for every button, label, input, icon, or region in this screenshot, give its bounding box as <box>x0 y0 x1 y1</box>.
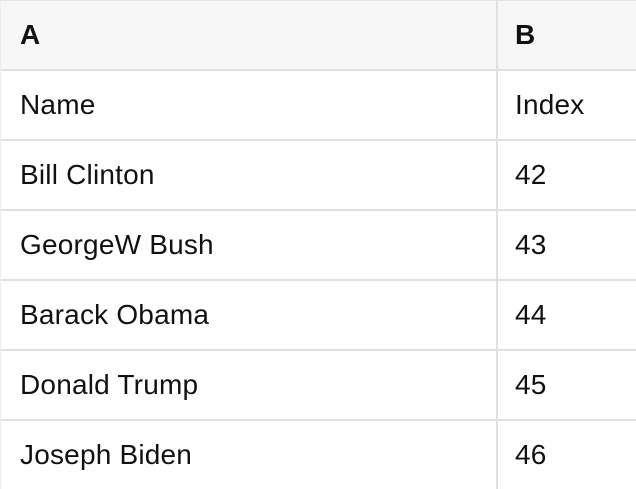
column-header-b[interactable]: B <box>498 1 636 71</box>
cell-index-text: 42 <box>515 159 547 190</box>
cell-index[interactable]: Index <box>498 71 636 141</box>
cell-name[interactable]: Joseph Biden <box>1 421 498 489</box>
cell-index-text: 44 <box>515 299 547 330</box>
table-row: Barack Obama 44 <box>1 281 636 351</box>
column-header-a-label: A <box>20 19 41 50</box>
cell-index-text: 45 <box>515 369 547 400</box>
column-header-a[interactable]: A <box>1 1 498 71</box>
cell-name[interactable]: Bill Clinton <box>1 141 498 211</box>
cell-index-text: 46 <box>515 439 547 470</box>
cell-index[interactable]: 44 <box>498 281 636 351</box>
cell-name-text: GeorgeW Bush <box>20 229 214 260</box>
cell-index[interactable]: 42 <box>498 141 636 211</box>
cell-index-text: Index <box>515 89 585 120</box>
table-row: GeorgeW Bush 43 <box>1 211 636 281</box>
cell-index[interactable]: 43 <box>498 211 636 281</box>
column-header-row: A B <box>1 1 636 71</box>
cell-index[interactable]: 46 <box>498 421 636 489</box>
cell-name-text: Barack Obama <box>20 299 210 330</box>
cell-name[interactable]: Name <box>1 71 498 141</box>
cell-name-text: Joseph Biden <box>20 439 193 470</box>
cell-name[interactable]: Donald Trump <box>1 351 498 421</box>
table-row: Joseph Biden 46 <box>1 421 636 489</box>
table-row: Donald Trump 45 <box>1 351 636 421</box>
cell-name-text: Name <box>20 89 96 120</box>
cell-name-text: Donald Trump <box>20 369 199 400</box>
table-row: Bill Clinton 42 <box>1 141 636 211</box>
cell-name[interactable]: Barack Obama <box>1 281 498 351</box>
cell-index[interactable]: 45 <box>498 351 636 421</box>
column-header-b-label: B <box>515 19 536 50</box>
cell-name-text: Bill Clinton <box>20 159 155 190</box>
cell-name[interactable]: GeorgeW Bush <box>1 211 498 281</box>
cell-index-text: 43 <box>515 229 547 260</box>
table-row: Name Index <box>1 71 636 141</box>
